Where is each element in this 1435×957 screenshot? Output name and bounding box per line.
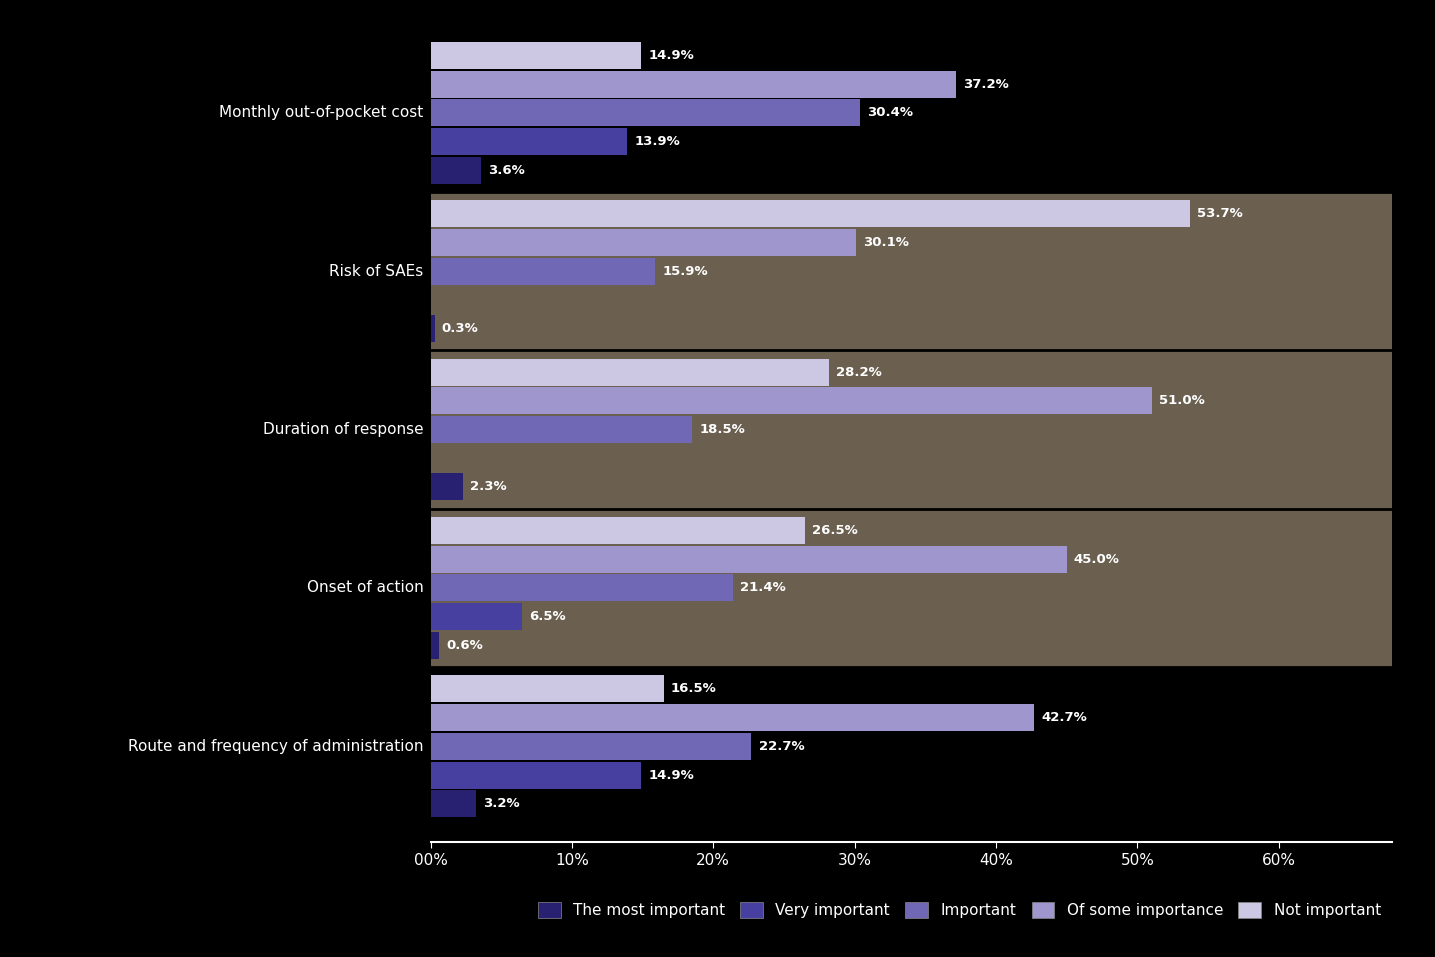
Bar — [430, 416, 692, 443]
Text: 3.2%: 3.2% — [482, 797, 519, 811]
Text: Monthly out-of-pocket cost: Monthly out-of-pocket cost — [220, 105, 423, 121]
Text: 22.7%: 22.7% — [759, 740, 804, 753]
Bar — [430, 359, 829, 386]
Bar — [430, 474, 464, 501]
Text: 14.9%: 14.9% — [649, 49, 695, 62]
Bar — [430, 71, 957, 98]
Text: Risk of SAEs: Risk of SAEs — [329, 264, 423, 278]
Text: 14.9%: 14.9% — [649, 768, 695, 782]
Bar — [430, 632, 439, 658]
Text: 28.2%: 28.2% — [837, 366, 883, 379]
Text: 30.1%: 30.1% — [864, 236, 908, 249]
Text: 30.4%: 30.4% — [867, 106, 914, 120]
Text: Duration of response: Duration of response — [263, 422, 423, 437]
Text: Onset of action: Onset of action — [307, 581, 423, 595]
Text: 26.5%: 26.5% — [812, 524, 858, 537]
Bar — [430, 257, 656, 285]
Bar — [430, 128, 627, 155]
Text: 13.9%: 13.9% — [634, 135, 680, 148]
Bar — [430, 157, 481, 184]
Bar — [430, 100, 861, 126]
Bar — [430, 42, 641, 69]
Bar — [430, 200, 1190, 228]
Bar — [430, 574, 733, 602]
Text: 0.6%: 0.6% — [446, 639, 482, 652]
Text: 37.2%: 37.2% — [963, 78, 1009, 91]
Bar — [0, 509, 1435, 667]
Text: 3.6%: 3.6% — [488, 164, 525, 177]
Text: 2.3%: 2.3% — [471, 480, 507, 494]
Bar — [430, 229, 857, 256]
Bar — [0, 350, 1435, 509]
Text: 53.7%: 53.7% — [1197, 208, 1243, 220]
Text: Route and frequency of administration: Route and frequency of administration — [128, 739, 423, 754]
Bar — [430, 388, 1152, 414]
Bar — [0, 667, 1435, 826]
Bar — [430, 517, 805, 545]
Bar — [0, 33, 1435, 192]
Text: 18.5%: 18.5% — [699, 423, 745, 436]
Text: 0.3%: 0.3% — [442, 323, 478, 335]
Legend: The most important, Very important, Important, Of some importance, Not important: The most important, Very important, Impo… — [531, 896, 1388, 924]
Text: 42.7%: 42.7% — [1042, 711, 1088, 724]
Bar — [430, 315, 435, 342]
Text: 45.0%: 45.0% — [1073, 553, 1119, 566]
Bar — [0, 192, 1435, 350]
Text: 15.9%: 15.9% — [663, 265, 707, 278]
Bar — [430, 603, 522, 630]
Text: 6.5%: 6.5% — [530, 611, 565, 623]
Text: 51.0%: 51.0% — [1158, 394, 1204, 408]
Text: 16.5%: 16.5% — [670, 682, 716, 696]
Bar — [430, 762, 641, 789]
Text: 21.4%: 21.4% — [740, 582, 786, 594]
Bar — [430, 790, 476, 817]
Bar — [430, 545, 1066, 573]
Bar — [430, 733, 752, 760]
Bar — [430, 704, 1035, 731]
Bar — [430, 676, 664, 702]
